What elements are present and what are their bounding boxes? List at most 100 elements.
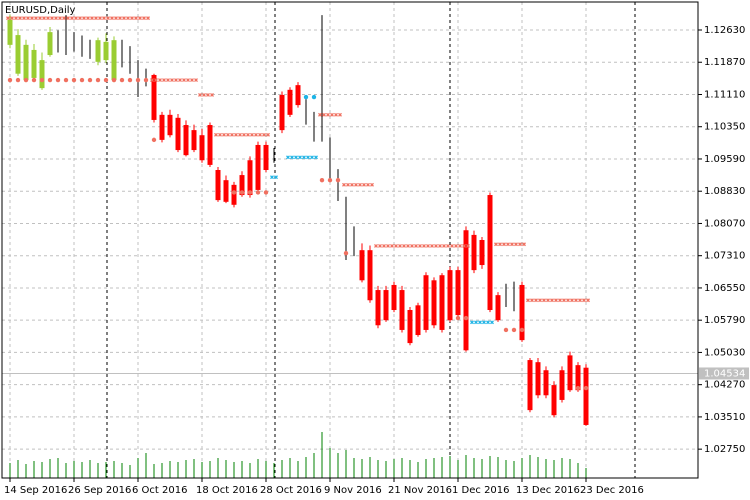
indicator-cross: [450, 243, 454, 248]
indicator-dot: [247, 190, 253, 195]
bar-body: [215, 170, 221, 201]
bar-body: [273, 156, 275, 159]
indicator-cross: [466, 243, 470, 248]
indicator-cross: [546, 298, 550, 303]
y-tick-label: 1.06550: [704, 283, 745, 294]
indicator-cross: [222, 132, 226, 137]
indicator-cross: [162, 78, 166, 83]
indicator-cross: [586, 298, 590, 303]
bar-body: [263, 144, 269, 170]
indicator-cross: [338, 112, 342, 117]
bar-body: [137, 73, 139, 78]
indicator-cross: [114, 16, 118, 21]
bar-body: [415, 305, 421, 336]
bar-body: [567, 355, 573, 391]
indicator-cross: [238, 132, 242, 137]
indicator-cross: [526, 298, 530, 303]
y-tick-label: 1.10350: [704, 122, 745, 133]
indicator-dot: [503, 327, 509, 333]
indicator-cross: [394, 243, 398, 248]
indicator-cross: [366, 182, 370, 187]
indicator-cross: [138, 16, 142, 21]
indicator-cross: [270, 175, 274, 180]
indicator-cross: [94, 16, 98, 21]
indicator-cross: [558, 298, 562, 303]
bar-body: [329, 141, 331, 176]
indicator-cross: [302, 155, 306, 160]
last-price-label: 1.04534: [704, 368, 745, 379]
bar-body: [543, 370, 549, 396]
indicator-cross: [74, 16, 78, 21]
indicator-cross: [514, 242, 518, 247]
bar-body: [223, 180, 229, 202]
indicator-cross: [446, 243, 450, 248]
indicator-cross: [174, 78, 178, 83]
indicator-cross: [18, 16, 22, 21]
bar-body: [121, 54, 123, 57]
indicator-dot: [7, 77, 13, 83]
indicator-dot: [343, 250, 349, 256]
indicator-dot: [511, 327, 517, 333]
indicator-cross: [566, 298, 570, 303]
indicator-dot: [583, 385, 589, 391]
indicator-dot: [71, 77, 77, 83]
bar-body: [455, 270, 461, 316]
bar-body: [57, 44, 59, 47]
indicator-cross: [154, 78, 158, 83]
bar-body: [255, 144, 261, 190]
y-tick-label: 1.07310: [704, 251, 745, 262]
indicator-cross: [234, 132, 238, 137]
indicator-cross: [354, 182, 358, 187]
indicator-cross: [454, 243, 458, 248]
indicator-cross: [14, 16, 18, 21]
indicator-dot: [95, 77, 101, 83]
indicator-cross: [322, 112, 326, 117]
bar-body: [463, 230, 469, 351]
indicator-cross: [358, 182, 362, 187]
indicator-cross: [486, 320, 490, 325]
indicator-cross: [130, 16, 134, 21]
indicator-cross: [78, 16, 82, 21]
chart-title: EURUSD,Daily: [5, 5, 76, 16]
y-tick-label: 1.02750: [704, 444, 745, 455]
indicator-dot: [15, 77, 21, 83]
indicator-cross: [246, 132, 250, 137]
indicator-cross: [574, 298, 578, 303]
indicator-cross: [550, 298, 554, 303]
indicator-cross: [418, 243, 422, 248]
bar-body: [247, 160, 253, 196]
indicator-cross: [442, 243, 446, 248]
indicator-cross: [462, 243, 466, 248]
indicator-cross: [90, 16, 94, 21]
indicator-cross: [578, 298, 582, 303]
bar-body: [359, 250, 365, 281]
indicator-cross: [22, 16, 26, 21]
indicator-cross: [330, 112, 334, 117]
indicator-cross: [198, 92, 202, 97]
indicator-cross: [166, 78, 170, 83]
bar-body: [431, 280, 437, 326]
bar-body: [199, 135, 205, 161]
bar-body: [175, 117, 181, 151]
indicator-cross: [178, 78, 182, 83]
indicator-cross: [374, 243, 378, 248]
indicator-cross: [490, 320, 494, 325]
indicator-cross: [414, 243, 418, 248]
indicator-cross: [306, 155, 310, 160]
indicator-cross: [158, 78, 162, 83]
y-tick-label: 1.04270: [704, 380, 745, 391]
x-tick-label: 6 Oct 2016: [132, 485, 187, 496]
indicator-cross: [538, 298, 542, 303]
indicator-dot: [327, 177, 333, 183]
indicator-cross: [46, 16, 50, 21]
bar-body: [535, 362, 541, 396]
bar-body: [321, 128, 323, 134]
bar-body: [151, 74, 157, 120]
bar-body: [353, 230, 355, 240]
indicator-cross: [398, 243, 402, 248]
bar-body: [519, 284, 525, 341]
x-tick-label: 1 Dec 2016: [452, 485, 510, 496]
bar-body: [287, 89, 293, 115]
indicator-cross: [494, 242, 498, 247]
